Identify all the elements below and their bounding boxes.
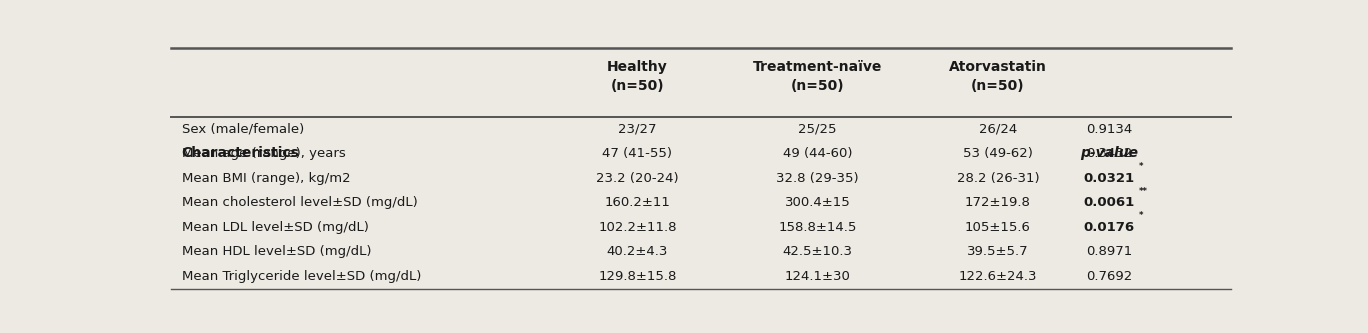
Text: 300.4±15: 300.4±15 xyxy=(785,196,851,209)
Text: 28.2 (26-31): 28.2 (26-31) xyxy=(956,172,1040,185)
Text: Mean cholesterol level±SD (mg/dL): Mean cholesterol level±SD (mg/dL) xyxy=(182,196,417,209)
Text: 0.7692: 0.7692 xyxy=(1086,270,1133,283)
Text: Mean HDL level±SD (mg/dL): Mean HDL level±SD (mg/dL) xyxy=(182,245,371,258)
Text: 105±15.6: 105±15.6 xyxy=(964,221,1031,234)
Text: 42.5±10.3: 42.5±10.3 xyxy=(782,245,852,258)
Text: **: ** xyxy=(1140,187,1148,196)
Text: Characteristics: Characteristics xyxy=(182,146,300,160)
Text: 23/27: 23/27 xyxy=(618,123,657,136)
Text: 158.8±14.5: 158.8±14.5 xyxy=(778,221,856,234)
Text: 0.0176: 0.0176 xyxy=(1083,221,1135,234)
Text: 23.2 (20-24): 23.2 (20-24) xyxy=(596,172,679,185)
Text: 172±19.8: 172±19.8 xyxy=(964,196,1031,209)
Text: Healthy
(n=50): Healthy (n=50) xyxy=(607,61,668,93)
Text: 0.9134: 0.9134 xyxy=(1086,123,1133,136)
Text: 49 (44-60): 49 (44-60) xyxy=(782,147,852,160)
Text: 53 (49-62): 53 (49-62) xyxy=(963,147,1033,160)
Text: 160.2±11: 160.2±11 xyxy=(605,196,670,209)
Text: 32.8 (29-35): 32.8 (29-35) xyxy=(777,172,859,185)
Text: 0.0061: 0.0061 xyxy=(1083,196,1135,209)
Text: 0.3432: 0.3432 xyxy=(1086,147,1133,160)
Text: 122.6±24.3: 122.6±24.3 xyxy=(959,270,1037,283)
Text: 40.2±4.3: 40.2±4.3 xyxy=(607,245,668,258)
Text: Sex (male/female): Sex (male/female) xyxy=(182,123,304,136)
Text: 102.2±11.8: 102.2±11.8 xyxy=(598,221,677,234)
Text: *: * xyxy=(1140,162,1144,171)
Text: Mean Triglyceride level±SD (mg/dL): Mean Triglyceride level±SD (mg/dL) xyxy=(182,270,421,283)
Text: 129.8±15.8: 129.8±15.8 xyxy=(598,270,677,283)
Text: Mean LDL level±SD (mg/dL): Mean LDL level±SD (mg/dL) xyxy=(182,221,368,234)
Text: Treatment-naïve
(n=50): Treatment-naïve (n=50) xyxy=(752,61,882,93)
Text: 26/24: 26/24 xyxy=(979,123,1016,136)
Text: 0.8971: 0.8971 xyxy=(1086,245,1133,258)
Text: Mean age (range), years: Mean age (range), years xyxy=(182,147,345,160)
Text: 0.0321: 0.0321 xyxy=(1083,172,1135,185)
Text: *: * xyxy=(1140,211,1144,220)
Text: 39.5±5.7: 39.5±5.7 xyxy=(967,245,1029,258)
Text: Mean BMI (range), kg/m2: Mean BMI (range), kg/m2 xyxy=(182,172,350,185)
Text: Atorvastatin
(n=50): Atorvastatin (n=50) xyxy=(949,61,1047,93)
Text: p-value: p-value xyxy=(1081,146,1138,160)
Text: 47 (41-55): 47 (41-55) xyxy=(602,147,673,160)
Text: 25/25: 25/25 xyxy=(799,123,837,136)
Text: 124.1±30: 124.1±30 xyxy=(785,270,851,283)
